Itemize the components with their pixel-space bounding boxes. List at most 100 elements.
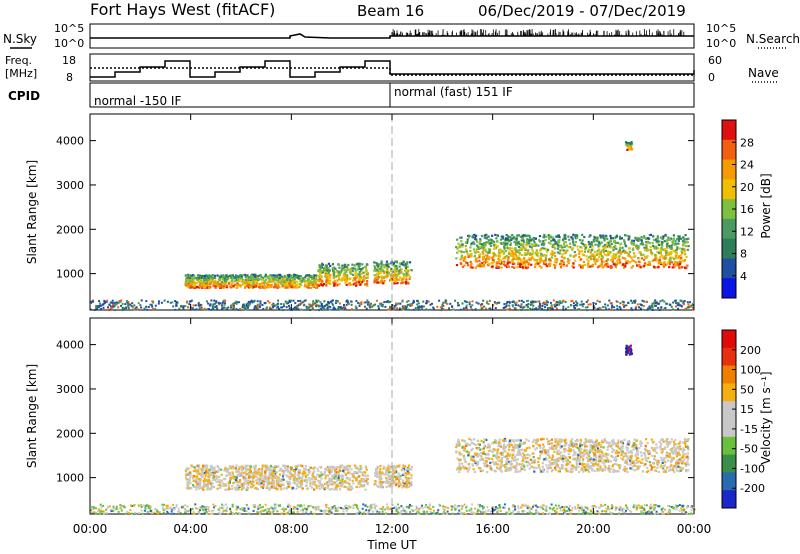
scatter-cell bbox=[245, 467, 248, 470]
scatter-cell bbox=[268, 278, 271, 282]
scatter-cell bbox=[218, 467, 221, 470]
scatter-cell bbox=[295, 274, 298, 277]
scatter-cell bbox=[359, 264, 362, 267]
scatter-cell bbox=[671, 266, 674, 269]
scatter-cell bbox=[594, 259, 597, 262]
ground-scatter-cell bbox=[223, 306, 226, 309]
scatter-cell bbox=[525, 244, 528, 247]
scatter-cell bbox=[392, 275, 395, 278]
scatter-cell bbox=[184, 469, 187, 472]
scatter-cell bbox=[589, 234, 592, 237]
scatter-cell bbox=[219, 283, 222, 286]
scatter-cell bbox=[295, 286, 298, 289]
ground-scatter-cell bbox=[375, 299, 378, 302]
scatter-cell bbox=[612, 246, 616, 249]
scatter-cell bbox=[624, 250, 627, 253]
scatter-cell bbox=[659, 253, 662, 256]
scatter-cell bbox=[235, 283, 238, 287]
scatter-cell bbox=[219, 486, 222, 490]
scatter-cell bbox=[198, 274, 202, 277]
scatter-cell bbox=[374, 480, 377, 483]
scatter-cell bbox=[343, 485, 346, 488]
scatter-cell bbox=[339, 464, 342, 467]
ground-scatter-cell bbox=[604, 306, 607, 309]
ground-scatter-cell bbox=[333, 307, 336, 310]
scatter-cell bbox=[345, 481, 348, 484]
colorbar-tick-label: 8 bbox=[740, 248, 747, 261]
scatter-cell bbox=[375, 272, 378, 275]
ground-scatter-cell bbox=[210, 299, 213, 302]
scatter-cell bbox=[484, 244, 487, 247]
ground-scatter-cell bbox=[366, 299, 369, 302]
scatter-cell bbox=[242, 279, 245, 283]
scatter-cell bbox=[394, 278, 397, 281]
scatter-cell bbox=[377, 271, 380, 275]
power-colorbar-label: Power [dB] bbox=[759, 173, 773, 238]
scatter-cell bbox=[305, 475, 308, 479]
scatter-cell bbox=[297, 485, 300, 489]
ground-scatter-cell bbox=[91, 300, 94, 303]
scatter-cell bbox=[261, 465, 264, 468]
scatter-cell bbox=[186, 286, 189, 289]
scatter-cell bbox=[198, 464, 201, 467]
ground-scatter-cell bbox=[407, 308, 410, 311]
scatter-cell bbox=[460, 240, 463, 243]
scatter-cell bbox=[380, 262, 383, 265]
ground-scatter-cell bbox=[625, 308, 628, 311]
scatter-cell bbox=[253, 475, 256, 478]
scatter-cell bbox=[227, 481, 230, 484]
ground-scatter-cell bbox=[107, 306, 109, 309]
ground-scatter-cell bbox=[616, 300, 619, 303]
scatter-cell bbox=[662, 265, 666, 268]
ground-scatter-cell bbox=[564, 300, 567, 303]
scatter-cell bbox=[220, 468, 223, 471]
ground-scatter-cell bbox=[232, 302, 235, 305]
scatter-cell bbox=[397, 465, 400, 468]
scatter-cell bbox=[551, 249, 554, 253]
scatter-cell bbox=[491, 259, 494, 262]
scatter-cell bbox=[365, 268, 368, 271]
scatter-cell bbox=[556, 243, 559, 247]
ground-scatter-cell bbox=[336, 300, 339, 303]
scatter-cell bbox=[467, 236, 471, 239]
scatter-cell bbox=[235, 464, 238, 467]
scatter-cell bbox=[568, 238, 571, 241]
scatter-cell bbox=[355, 485, 358, 488]
scatter-cell bbox=[380, 281, 383, 284]
scatter-cell bbox=[208, 474, 211, 477]
scatter-cell bbox=[354, 269, 357, 272]
scatter-cell bbox=[614, 253, 617, 256]
scatter-cell bbox=[530, 263, 533, 266]
scatter-cell bbox=[559, 266, 563, 269]
scatter-cell bbox=[672, 234, 675, 237]
cpid-label: CPID bbox=[8, 89, 40, 103]
scatter-cell bbox=[669, 257, 672, 260]
scatter-cell bbox=[508, 251, 511, 254]
scatter-cell bbox=[458, 246, 461, 249]
ground-scatter-cell bbox=[272, 302, 275, 305]
scatter-cell bbox=[256, 477, 259, 480]
scatter-cell bbox=[297, 469, 300, 472]
scatter-cell bbox=[240, 483, 244, 486]
scatter-cell bbox=[459, 236, 462, 239]
ground-scatter-cell bbox=[587, 303, 590, 306]
scatter-cell bbox=[260, 485, 263, 488]
scatter-cell bbox=[376, 471, 379, 474]
scatter-cell bbox=[590, 257, 593, 261]
scatter-cell bbox=[205, 471, 208, 474]
scatter-cell bbox=[506, 264, 510, 267]
ground-scatter-cell bbox=[522, 301, 525, 304]
ground-scatter-cell bbox=[508, 304, 511, 307]
scatter-cell bbox=[473, 251, 476, 254]
ground-scatter-cell bbox=[512, 305, 515, 308]
scatter-cell bbox=[481, 250, 484, 253]
scatter-cell bbox=[487, 239, 490, 242]
scatter-cell bbox=[578, 238, 582, 242]
scatter-cell bbox=[300, 481, 303, 484]
scatter-cell bbox=[602, 236, 605, 240]
ground-scatter-cell bbox=[486, 300, 489, 303]
scatter-cell bbox=[631, 247, 634, 250]
scatter-cell bbox=[608, 244, 611, 247]
ground-scatter-cell bbox=[175, 303, 178, 306]
ground-scatter-cell bbox=[192, 304, 195, 307]
